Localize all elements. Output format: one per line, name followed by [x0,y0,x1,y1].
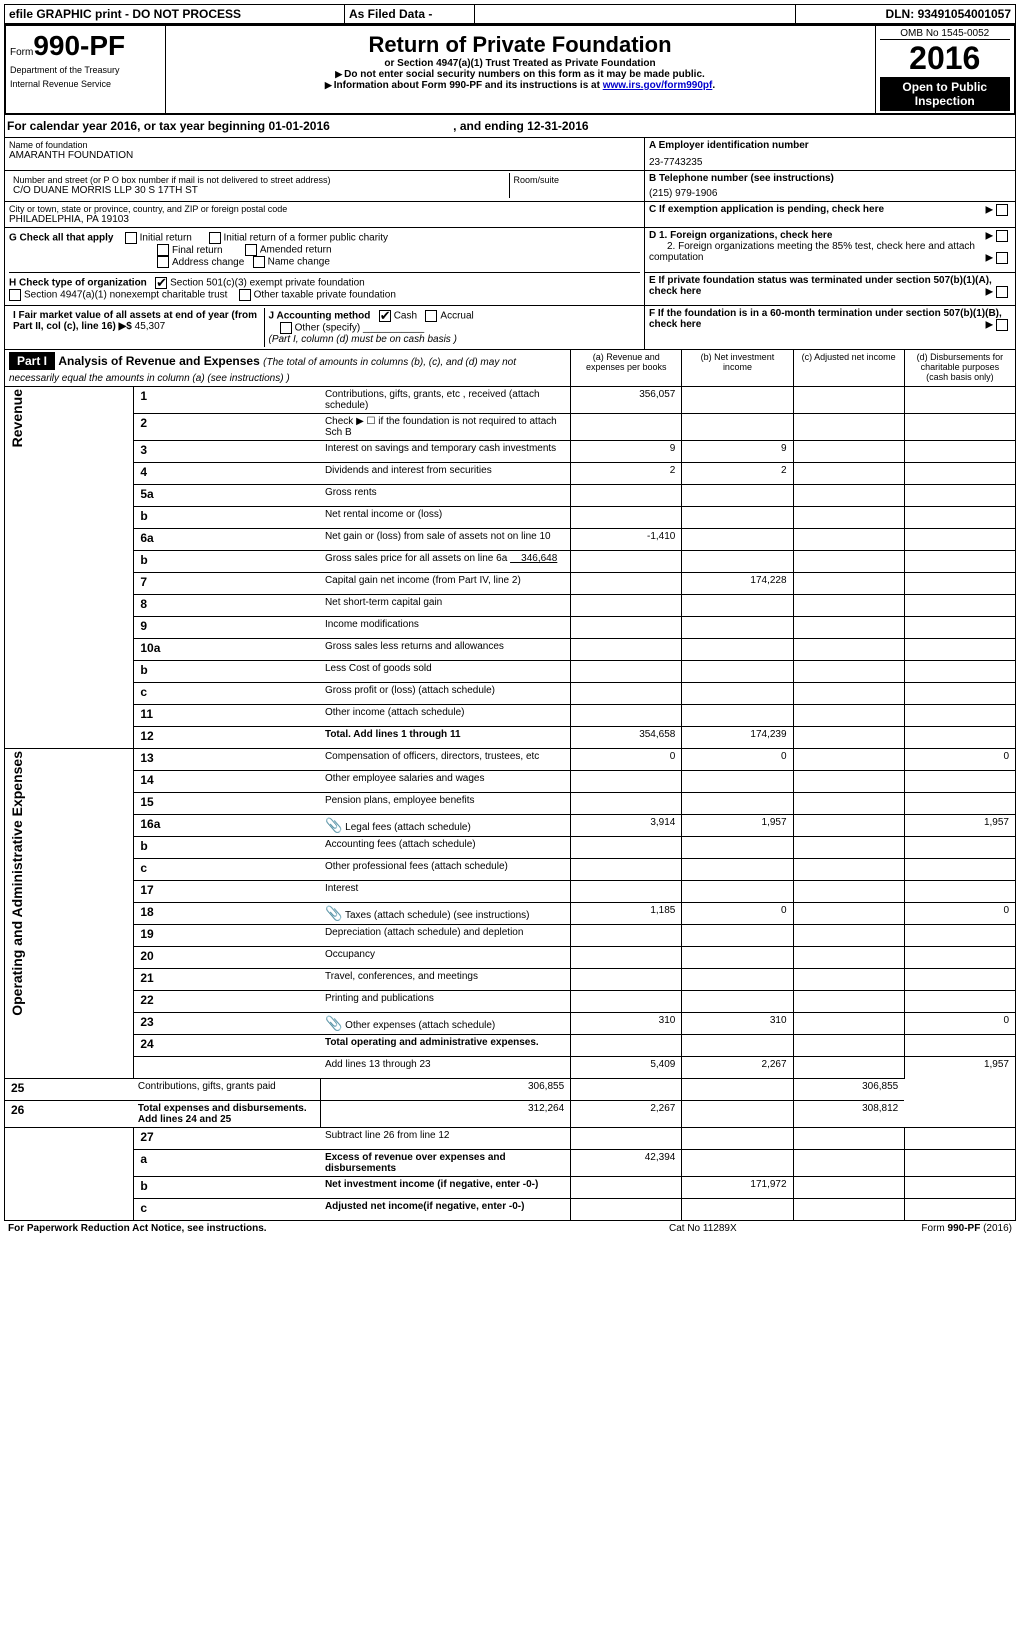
line-24: 24Total operating and administrative exp… [5,1035,1016,1057]
line-a: aExcess of revenue over expenses and dis… [5,1150,1016,1177]
form-prefix: Form [10,47,33,58]
line-5a: 5aGross rents [5,485,1016,507]
line-11: 11Other income (attach schedule) [5,705,1016,727]
line-7: 7Capital gain net income (from Part IV, … [5,573,1016,595]
room-label: Room/suite [509,173,640,198]
cat-no: Cat No 11289X [616,1221,790,1236]
entity-block: Name of foundation AMARANTH FOUNDATION A… [4,138,1016,350]
phone: (215) 979-1906 [649,184,1011,199]
open-inspection: Open to Public Inspection [880,77,1011,111]
line-21: 21Travel, conferences, and meetings [5,969,1016,991]
section-i-j: I Fair market value of all assets at end… [5,306,645,350]
dept-label: Department of the Treasury [10,65,120,75]
paperwork-notice: For Paperwork Reduction Act Notice, see … [4,1221,616,1236]
line-b: bGross sales price for all assets on lin… [5,551,1016,573]
line-27: 27Subtract line 26 from line 12 [5,1128,1016,1150]
line-2: 2Check ▶ ☐ if the foundation is not requ… [5,414,1016,441]
line-23: 23📎 Other expenses (attach schedule)3103… [5,1013,1016,1035]
footer: For Paperwork Reduction Act Notice, see … [4,1221,1016,1236]
section-c: C If exemption application is pending, c… [645,202,1016,228]
line-25: 25Contributions, gifts, grants paid306,8… [5,1079,1016,1101]
part1-header: Part I [9,352,55,370]
h-501c3-checkbox[interactable] [155,277,167,289]
ein-label: A Employer identification number [649,140,1011,151]
expenses-sidebar: Operating and Administrative Expenses [9,751,25,1016]
line-1: Revenue1Contributions, gifts, grants, et… [5,387,1016,414]
line-c: cAdjusted net income(if negative, enter … [5,1199,1016,1221]
street: C/O DUANE MORRIS LLP 30 S 17TH ST [13,185,505,196]
line-26: 26Total expenses and disbursements. Add … [5,1101,1016,1128]
attachment-icon[interactable]: 📎 [325,817,342,833]
tax-year: 2016 [880,40,1011,77]
form-header: Form990-PF Department of the Treasury In… [4,24,1016,115]
line-3: 3Interest on savings and temporary cash … [5,441,1016,463]
c-checkbox[interactable] [996,204,1008,216]
line-c: cOther professional fees (attach schedul… [5,859,1016,881]
line-15: 15Pension plans, employee benefits [5,793,1016,815]
col-d-header: (d) Disbursements for charitable purpose… [904,350,1015,387]
fmv-value: 45,307 [135,321,166,332]
section-d: D 1. Foreign organizations, check here ▶… [645,228,1016,273]
line-13: Operating and Administrative Expenses13C… [5,749,1016,771]
line-4: 4Dividends and interest from securities2… [5,463,1016,485]
calendar-year: For calendar year 2016, or tax year begi… [4,115,1016,138]
line-19: 19Depreciation (attach schedule) and dep… [5,925,1016,947]
line-14: 14Other employee salaries and wages [5,771,1016,793]
form-number: 990-PF [33,30,125,61]
top-bar: efile GRAPHIC print - DO NOT PROCESS As … [4,4,1016,24]
col-c-header: (c) Adjusted net income [793,350,904,387]
dln: DLN: 93491054001057 [796,5,1016,24]
cash-checkbox[interactable] [379,310,391,322]
line-22: 22Printing and publications [5,991,1016,1013]
line-c: cGross profit or (loss) (attach schedule… [5,683,1016,705]
foundation-name: AMARANTH FOUNDATION [9,150,640,161]
section-e: E If private foundation status was termi… [645,273,1016,306]
line-20: 20Occupancy [5,947,1016,969]
line-b: bAccounting fees (attach schedule) [5,837,1016,859]
line-16a: 16a📎 Legal fees (attach schedule)3,9141,… [5,815,1016,837]
form-subtitle: or Section 4947(a)(1) Trust Treated as P… [172,58,869,69]
line-12: 12Total. Add lines 1 through 11354,65817… [5,727,1016,749]
asfiled-label: As Filed Data - [345,5,475,24]
section-g-h: G Check all that apply Initial return In… [5,228,645,306]
section-f: F If the foundation is in a 60-month ter… [645,306,1016,350]
revenue-sidebar: Revenue [9,389,25,447]
line-6a: 6aNet gain or (loss) from sale of assets… [5,529,1016,551]
attachment-icon[interactable]: 📎 [325,905,342,921]
street-label: Number and street (or P O box number if … [13,175,505,185]
omb-number: OMB No 1545-0052 [880,28,1011,40]
line-b: bLess Cost of goods sold [5,661,1016,683]
line-10a: 10aGross sales less returns and allowanc… [5,639,1016,661]
line-b: bNet investment income (if negative, ent… [5,1177,1016,1199]
city: PHILADELPHIA, PA 19103 [9,214,640,225]
city-label: City or town, state or province, country… [9,204,640,214]
line-b: bNet rental income or (loss) [5,507,1016,529]
line-: Add lines 13 through 235,4092,2671,957 [5,1057,1016,1079]
line-18: 18📎 Taxes (attach schedule) (see instruc… [5,903,1016,925]
col-b-header: (b) Net investment income [682,350,793,387]
irs-label: Internal Revenue Service [10,79,111,89]
instructions-link[interactable]: www.irs.gov/form990pf [603,80,713,91]
instructions-line: Information about Form 990-PF and its in… [172,80,869,91]
ssn-warning: Do not enter social security numbers on … [172,69,869,80]
form-title: Return of Private Foundation [172,32,869,58]
phone-label: B Telephone number (see instructions) [649,173,1011,184]
efile-label: efile GRAPHIC print - DO NOT PROCESS [5,5,345,24]
line-17: 17Interest [5,881,1016,903]
col-a-header: (a) Revenue and expenses per books [571,350,682,387]
part1-table: Part I Analysis of Revenue and Expenses … [4,350,1016,1221]
line-9: 9Income modifications [5,617,1016,639]
attachment-icon[interactable]: 📎 [325,1015,342,1031]
line-8: 8Net short-term capital gain [5,595,1016,617]
name-label: Name of foundation [9,140,640,150]
ein: 23-7743235 [649,151,1011,168]
form-ref: Form 990-PF (2016) [790,1221,1016,1236]
